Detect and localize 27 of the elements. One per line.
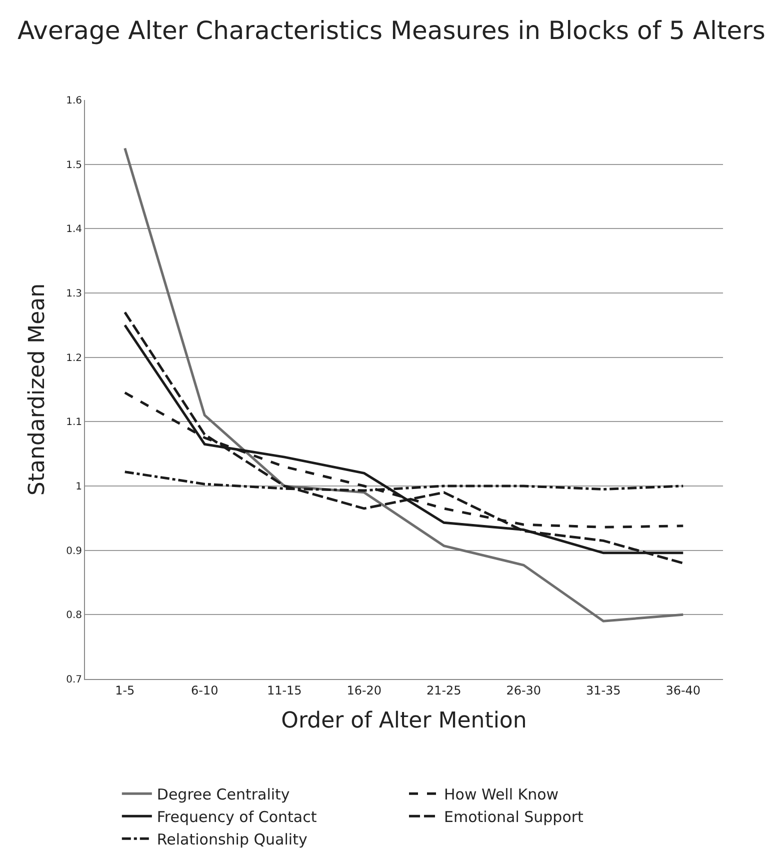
y-axis-title: Standardized Mean (24, 283, 50, 496)
x-tick-label: 1-5 (115, 683, 135, 698)
x-tick-label: 31-35 (586, 683, 621, 698)
y-tick-label: 1.2 (66, 352, 82, 364)
x-tick-label: 16-20 (346, 683, 382, 698)
x-tick-label: 36-40 (666, 683, 701, 698)
x-axis-title: Order of Alter Mention (281, 708, 527, 734)
legend-label: Degree Centrality (156, 786, 290, 804)
y-tick-label: 0.7 (66, 674, 82, 686)
x-tick-label: 26-30 (506, 683, 542, 698)
x-tick-label: 21-25 (426, 683, 462, 698)
y-tick-label: 1 (76, 482, 82, 492)
y-tick-label: 1.3 (66, 288, 82, 300)
x-tick-label: 11-15 (266, 683, 302, 698)
legend-label: How Well Know (444, 786, 559, 804)
legend-label: Relationship Quality (156, 830, 308, 849)
y-tick-label: 0.8 (66, 610, 82, 622)
legend-label: Frequency of Contact (156, 808, 317, 826)
legend-label: Emotional Support (444, 808, 584, 826)
y-tick-label: 1.1 (66, 417, 82, 428)
y-tick-label: 1.6 (66, 96, 82, 106)
line-series (124, 147, 684, 622)
y-tick-label: 0.9 (66, 546, 82, 557)
y-tick-label: 1.5 (66, 160, 82, 171)
chart-title: Average Alter Characteristics Measures in Blocks of 5 Alters (18, 16, 766, 46)
y-tick-label: 1.4 (66, 224, 82, 236)
x-tick-label: 6-10 (191, 683, 218, 698)
